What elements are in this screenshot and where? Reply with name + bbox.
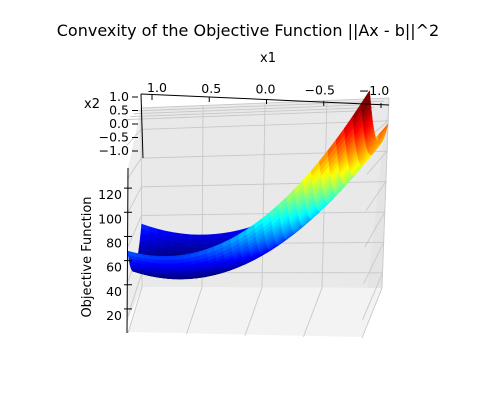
surface-patch [188, 238, 198, 244]
objective-surface [127, 89, 389, 280]
left-pane [127, 108, 142, 323]
x1-tick-label: −0.5 [305, 82, 335, 97]
surface-patch [170, 275, 180, 277]
z-tick-label: 60 [106, 260, 122, 275]
objective-axis-label: Objective Function [80, 196, 95, 317]
x1-axis-line [140, 93, 390, 106]
surface-patch [205, 234, 215, 240]
x1-axis-label: x1 [260, 51, 276, 66]
surface-patch [181, 233, 191, 240]
x2-grid-line [133, 103, 380, 115]
surface-patch [196, 243, 206, 249]
x2-tick-label: 0.5 [109, 103, 129, 118]
surface-patch [204, 242, 214, 248]
x1-tick-label: 0.5 [201, 81, 221, 96]
x1-tick-label: 1.0 [147, 80, 167, 95]
z-tick-label: 120 [98, 187, 122, 202]
surface-patch [180, 242, 190, 248]
x2-tick-label: −1.0 [99, 143, 129, 158]
z-grid-line [127, 211, 386, 248]
chart-title: Convexity of the Objective Function ||Ax… [57, 21, 439, 40]
surface-patch [160, 266, 170, 270]
surface-patch [188, 243, 198, 249]
z-axis-line [126, 167, 129, 334]
z-tick-label: 100 [98, 211, 122, 226]
x2-axis-label: x2 [84, 97, 100, 112]
floor-pane [128, 287, 382, 337]
surface-patch [158, 255, 168, 261]
x1-tick-label: 0.0 [256, 82, 276, 97]
x1-tick-label: −1.0 [359, 83, 389, 98]
z-grid-line [127, 181, 387, 214]
tick-labels: 1.0 0.5 0.0 −0.5 −1.01.00.50.0−0.5−1.0204060… [98, 80, 389, 323]
z-tick-label: 20 [106, 308, 122, 323]
surface-patch [187, 247, 197, 252]
axis-lines [126, 93, 390, 334]
surface-patch [169, 271, 179, 274]
z-grid-line [127, 272, 384, 320]
z-tick-label: 80 [106, 235, 122, 250]
surface-patch [196, 239, 207, 244]
surface-patch [360, 89, 371, 111]
surface-patch [174, 254, 184, 260]
surface-patch [189, 234, 199, 240]
surface-patch [159, 259, 169, 264]
z-tick-label: 40 [106, 284, 122, 299]
surface-patch [166, 255, 176, 261]
x2-tick-label: 1.0 [109, 89, 129, 104]
surface-patch [197, 234, 207, 240]
x1-grid-line [244, 102, 266, 336]
x2-grid-line [130, 106, 375, 118]
x2-grid-line [140, 97, 390, 109]
x1-grid-line [361, 97, 390, 339]
surface-patch [168, 266, 178, 270]
surface-patch [159, 263, 169, 267]
x2-tick-label: −0.5 [99, 130, 129, 145]
grid-lines [126, 97, 390, 339]
x1-grid-line [186, 105, 204, 335]
surface-patch [167, 262, 177, 267]
z-grid-line [126, 150, 389, 180]
surface-patch [151, 255, 160, 261]
x1-grid-line [127, 107, 143, 334]
x2-grid-line [126, 110, 370, 120]
x2-axis-line [140, 93, 144, 159]
surface-patch [168, 268, 178, 272]
x2-tick-label: 0.0 [109, 116, 129, 131]
surface-patch [167, 259, 177, 264]
